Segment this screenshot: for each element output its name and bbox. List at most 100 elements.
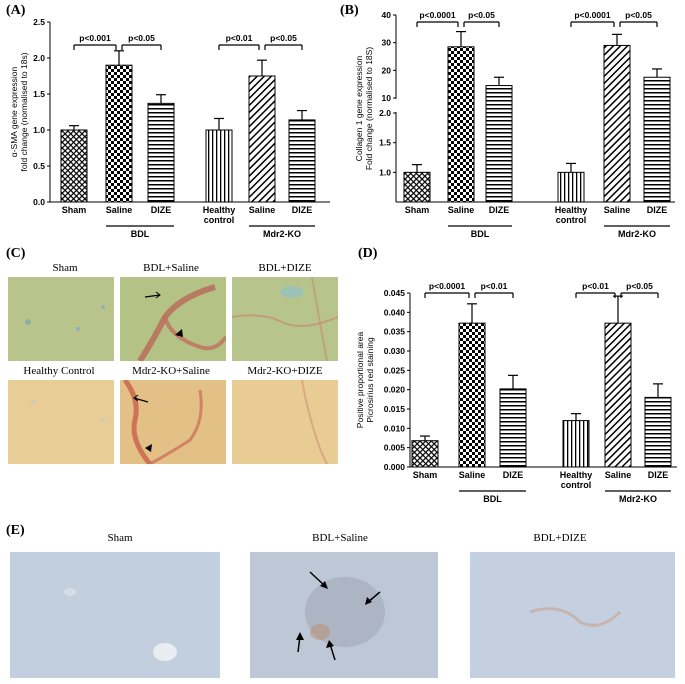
significance-label: p<0.05 [468, 10, 495, 20]
y-tick-label: 0.035 [384, 327, 406, 337]
micrograph-mdr2-saline [120, 380, 226, 464]
bar [60, 129, 88, 203]
panel-label-d: (D) [358, 246, 378, 261]
significance-label: p<0.0001 [429, 281, 465, 291]
category-label: Healthy [555, 205, 588, 215]
bar [248, 75, 276, 203]
caption-mdr2-saline: Mdr2-KO+Saline [132, 365, 210, 377]
category-label: control [204, 215, 235, 225]
group-label: BDL [483, 494, 502, 504]
bar [644, 396, 672, 468]
category-label: Sham [413, 470, 438, 480]
micrograph-e-sham [10, 552, 220, 678]
y-tick-label: 1.5 [379, 138, 391, 148]
significance-label: p<0.0001 [574, 10, 610, 20]
bar [557, 171, 585, 203]
group-label: Mdr2-KO [618, 229, 656, 239]
bar [205, 129, 233, 203]
bar [403, 171, 431, 203]
significance-label: p<0.001 [79, 33, 111, 43]
y-tick-label: 0.5 [33, 161, 45, 171]
panel-label-c: (C) [6, 246, 26, 261]
y-tick-label: 0.030 [384, 346, 406, 356]
significance-label: p<0.05 [128, 33, 155, 43]
y-tick-label: 20 [382, 65, 392, 75]
significance-label: p<0.01 [582, 281, 609, 291]
caption-sham: Sham [52, 262, 78, 274]
y-tick-label: 0.005 [384, 443, 406, 453]
category-label: Saline [604, 205, 631, 215]
caption-e-sham: Sham [107, 532, 133, 544]
caption-mdr2-dize: Mdr2-KO+DIZE [247, 365, 323, 377]
y-tick-label: 1.0 [33, 125, 45, 135]
bar [447, 46, 475, 203]
significance-label: p<0.01 [226, 33, 253, 43]
category-label: Saline [605, 470, 632, 480]
category-label: Saline [106, 205, 133, 215]
chart-b: 1.0 1.5 2.0 10 20 30 40 Collagen 1 gene express… [354, 10, 675, 239]
group-label: Mdr2-KO [619, 494, 657, 504]
caption-e-bdl-saline: BDL+Saline [312, 532, 368, 544]
panel-label-e: (E) [6, 523, 25, 538]
micrograph-e-bdl-saline [250, 552, 438, 678]
bar [147, 102, 175, 203]
category-label: Healthy [560, 470, 593, 480]
category-label: DIZE [503, 470, 524, 480]
y-axis-label: α-SMA gene expressionfold change (normal… [9, 52, 29, 171]
category-label: DIZE [489, 205, 510, 215]
significance-label: p<0.0001 [419, 10, 455, 20]
caption-e-bdl-dize: BDL+DIZE [533, 532, 587, 544]
category-label: DIZE [647, 205, 668, 215]
significance-label: p<0.01 [481, 281, 508, 291]
y-tick-label: 0.025 [384, 365, 406, 375]
chart-d: 0.000 0.005 0.010 0.015 0.020 0.025 0.030 0.035… [355, 281, 677, 504]
y-tick-label: 2.0 [379, 108, 391, 118]
y-tick-label: 0.000 [384, 462, 406, 472]
y-tick-label: 0.015 [384, 404, 406, 414]
caption-healthy-control: Healthy Control [23, 365, 95, 377]
group-label: Mdr2-KO [263, 229, 301, 239]
category-label: DIZE [648, 470, 669, 480]
y-tick-label: 0.045 [384, 288, 406, 298]
category-label: control [556, 215, 587, 225]
y-tick-label: 1.0 [379, 167, 391, 177]
bar [288, 119, 316, 203]
bar [604, 322, 632, 468]
group-label: BDL [471, 229, 490, 239]
caption-bdl-dize: BDL+DIZE [258, 262, 312, 274]
significance-label: p<0.05 [270, 33, 297, 43]
category-label: Sham [405, 205, 430, 215]
bar [499, 388, 527, 468]
significance-label: p<0.05 [625, 10, 652, 20]
chart-a: 0.0 0.5 1.0 1.5 2.0 2.5 α-SMA gene expressionf… [9, 17, 330, 239]
y-tick-label: 0.010 [384, 423, 406, 433]
y-tick-label: 30 [382, 38, 392, 48]
bar [105, 64, 133, 203]
y-axis-label: Positive proportional areaPicrosirius re… [355, 332, 375, 429]
bar [458, 322, 486, 468]
group-label: BDL [131, 229, 150, 239]
significance-label: p<0.05 [626, 281, 653, 291]
category-label: DIZE [292, 205, 313, 215]
bar [603, 44, 631, 203]
caption-bdl-saline: BDL+Saline [143, 262, 199, 274]
bar [562, 420, 590, 468]
micrograph-e-bdl-dize [470, 552, 675, 678]
y-tick-label: 0.020 [384, 385, 406, 395]
y-tick-label: 0.040 [384, 307, 406, 317]
y-tick-label: 10 [382, 93, 392, 103]
category-label: control [561, 480, 592, 490]
category-label: Saline [459, 470, 486, 480]
category-label: Healthy [203, 205, 236, 215]
y-tick-label: 2.0 [33, 53, 45, 63]
panel-label-a: (A) [6, 3, 26, 18]
y-tick-label: 2.5 [33, 17, 45, 27]
category-label: DIZE [151, 205, 172, 215]
bar [485, 85, 513, 203]
y-axis-label: Collagen 1 gene expressionFold change (n… [354, 47, 374, 170]
y-tick-label: 0.0 [33, 197, 45, 207]
category-label: Saline [448, 205, 475, 215]
y-tick-label: 1.5 [33, 89, 45, 99]
y-tick-label: 40 [382, 10, 392, 20]
bar [643, 76, 671, 203]
